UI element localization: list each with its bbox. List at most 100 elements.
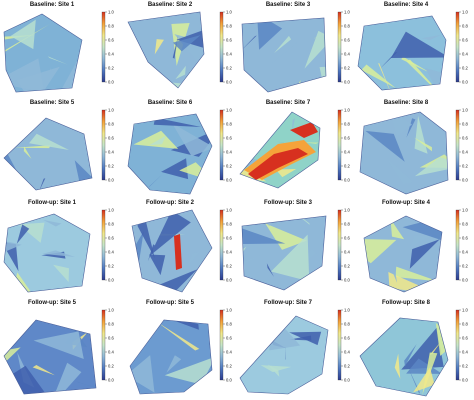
surface-facet bbox=[210, 347, 212, 362]
panel-title: Follow-up: Site 1 bbox=[28, 200, 76, 206]
colorbar-tick-label: 1.0 bbox=[344, 108, 350, 113]
hull-outline bbox=[239, 111, 321, 189]
heatmap-plot: 0.0 0.2 0.4 0.6 0.8 1.0 bbox=[131, 208, 232, 293]
site-panel: Baseline: Site 8 0.0 0.2 0.4 0.6 0.8 1.0 bbox=[356, 100, 474, 200]
colorbar-tick-label: 0.0 bbox=[344, 278, 350, 283]
colorbar-tick-label: 0.6 bbox=[344, 38, 350, 43]
colorbar bbox=[337, 11, 342, 83]
heatmap-plot: 0.0 0.2 0.4 0.6 0.8 1.0 bbox=[363, 208, 468, 293]
surface-facet bbox=[406, 59, 446, 90]
colorbar-tick-label: 0.4 bbox=[108, 150, 114, 155]
surface-facet bbox=[275, 168, 297, 178]
panel-title: Baseline: Site 2 bbox=[147, 2, 193, 8]
colorbar bbox=[101, 309, 106, 381]
colorbar-tick-label: 0.8 bbox=[462, 322, 468, 327]
surface-facet bbox=[364, 238, 397, 264]
surface-facet bbox=[149, 174, 163, 187]
surface-facet bbox=[157, 322, 200, 351]
surface-facet bbox=[160, 81, 194, 88]
heatmap-plot: 0.0 0.2 0.4 0.6 0.8 1.0 bbox=[3, 208, 114, 293]
hull-outline bbox=[359, 317, 449, 397]
colorbar-tick-label: 0.2 bbox=[226, 66, 232, 71]
colorbar-tick-label: 0.0 bbox=[108, 80, 114, 85]
colorbar-tick-label: 0.4 bbox=[344, 350, 350, 355]
heatmap-plot: 0.0 0.2 0.4 0.6 0.8 1.0 bbox=[3, 308, 114, 395]
colorbar-tick-label: 0.4 bbox=[226, 250, 232, 255]
surface-facet bbox=[40, 192, 63, 200]
surface-facet bbox=[164, 289, 207, 292]
heatmap-plot: 0.0 0.2 0.4 0.6 0.8 1.0 bbox=[241, 208, 350, 291]
colorbar-tick-label: 0.0 bbox=[462, 278, 468, 283]
surface-facet bbox=[266, 263, 274, 277]
hull-outline bbox=[127, 11, 205, 89]
colorbar-tick-label: 0.2 bbox=[108, 164, 114, 169]
surface-facet bbox=[395, 266, 439, 282]
colorbar-tick-label: 0.8 bbox=[108, 322, 114, 327]
colorbar-tick-label: 0.6 bbox=[226, 236, 232, 241]
colorbar-tick-label: 0.6 bbox=[226, 336, 232, 341]
panel-title: Baseline: Site 3 bbox=[265, 2, 311, 8]
colorbar-tick-label: 0.0 bbox=[108, 378, 114, 383]
colorbar bbox=[219, 11, 224, 83]
colorbar-tick-label: 0.4 bbox=[108, 250, 114, 255]
surface-facet bbox=[14, 145, 51, 149]
colorbar-tick-label: 0.6 bbox=[462, 236, 468, 241]
colorbar bbox=[455, 309, 460, 381]
surface-facet bbox=[394, 353, 401, 379]
surface-facet bbox=[303, 142, 319, 144]
site-panel: Follow-up: Site 4 0.0 0.2 0.4 0.6 0.8 1.0 bbox=[356, 200, 474, 300]
colorbar-tick-label: 1.0 bbox=[462, 10, 468, 15]
surface-facet bbox=[154, 39, 164, 55]
surface-facet bbox=[130, 355, 155, 393]
site-panel: Follow-up: Site 7 0.0 0.2 0.4 0.6 0.8 1.0 bbox=[238, 300, 356, 400]
colorbar-tick-label: 0.4 bbox=[462, 150, 468, 155]
surface-facet bbox=[410, 234, 433, 247]
colorbar bbox=[219, 309, 224, 381]
colorbar-tick-label: 1.0 bbox=[462, 208, 468, 213]
colorbar bbox=[455, 11, 460, 83]
colorbar-tick-label: 1.0 bbox=[462, 308, 468, 313]
site-panel: Baseline: Site 2 0.0 0.2 0.4 0.6 0.8 1.0 bbox=[120, 2, 238, 102]
colorbar-tick-label: 0.4 bbox=[108, 350, 114, 355]
site-panel: Follow-up: Site 2 0.0 0.2 0.4 0.6 0.8 1.0 bbox=[120, 200, 238, 300]
site-panel: Baseline: Site 4 0.0 0.2 0.4 0.6 0.8 1.0 bbox=[356, 2, 474, 102]
colorbar-tick-label: 1.0 bbox=[344, 10, 350, 15]
surface-facet bbox=[149, 210, 191, 256]
colorbar-tick-label: 0.6 bbox=[108, 236, 114, 241]
colorbar-tick-label: 0.8 bbox=[344, 122, 350, 127]
surface-facet bbox=[147, 244, 155, 262]
colorbar-tick-label: 0.0 bbox=[462, 378, 468, 383]
colorbar-tick-label: 1.0 bbox=[108, 208, 114, 213]
surface-facet bbox=[361, 64, 396, 89]
heatmap-plot: 0.0 0.2 0.4 0.6 0.8 1.0 bbox=[127, 10, 232, 89]
colorbar-tick-label: 0.2 bbox=[462, 66, 468, 71]
colorbar-tick-label: 0.6 bbox=[462, 38, 468, 43]
hull-outline bbox=[241, 215, 327, 291]
colorbar-tick-label: 0.0 bbox=[226, 80, 232, 85]
colorbar-tick-label: 0.2 bbox=[344, 66, 350, 71]
colorbar-tick-label: 1.0 bbox=[226, 308, 232, 313]
hull-outline bbox=[129, 319, 213, 395]
surface-facet bbox=[32, 364, 56, 376]
colorbar-tick-label: 0.4 bbox=[108, 52, 114, 57]
colorbar-tick-label: 0.2 bbox=[462, 264, 468, 269]
site-panel: Follow-up: Site 5 0.0 0.2 0.4 0.6 0.8 1.0 bbox=[2, 300, 120, 400]
colorbar bbox=[101, 209, 106, 281]
colorbar-tick-label: 0.8 bbox=[344, 322, 350, 327]
site-panel: Baseline: Site 6 0.0 0.2 0.4 0.6 0.8 1.0 bbox=[120, 100, 238, 200]
colorbar-tick-label: 0.2 bbox=[462, 164, 468, 169]
surface-facet bbox=[240, 137, 271, 141]
surface-facet bbox=[413, 367, 435, 393]
colorbar-tick-label: 0.0 bbox=[226, 178, 232, 183]
colorbar bbox=[337, 109, 342, 181]
surface-facet bbox=[290, 122, 318, 138]
panel-title: Follow-up: Site 7 bbox=[264, 300, 312, 306]
hull-outline bbox=[359, 111, 449, 195]
hull-outline bbox=[131, 209, 213, 293]
colorbar-tick-label: 0.4 bbox=[226, 350, 232, 355]
colorbar-tick-label: 0.2 bbox=[344, 264, 350, 269]
surface-facet bbox=[23, 146, 32, 159]
colorbar-tick-label: 0.6 bbox=[108, 136, 114, 141]
panel-title: Follow-up: Site 5 bbox=[146, 300, 194, 306]
